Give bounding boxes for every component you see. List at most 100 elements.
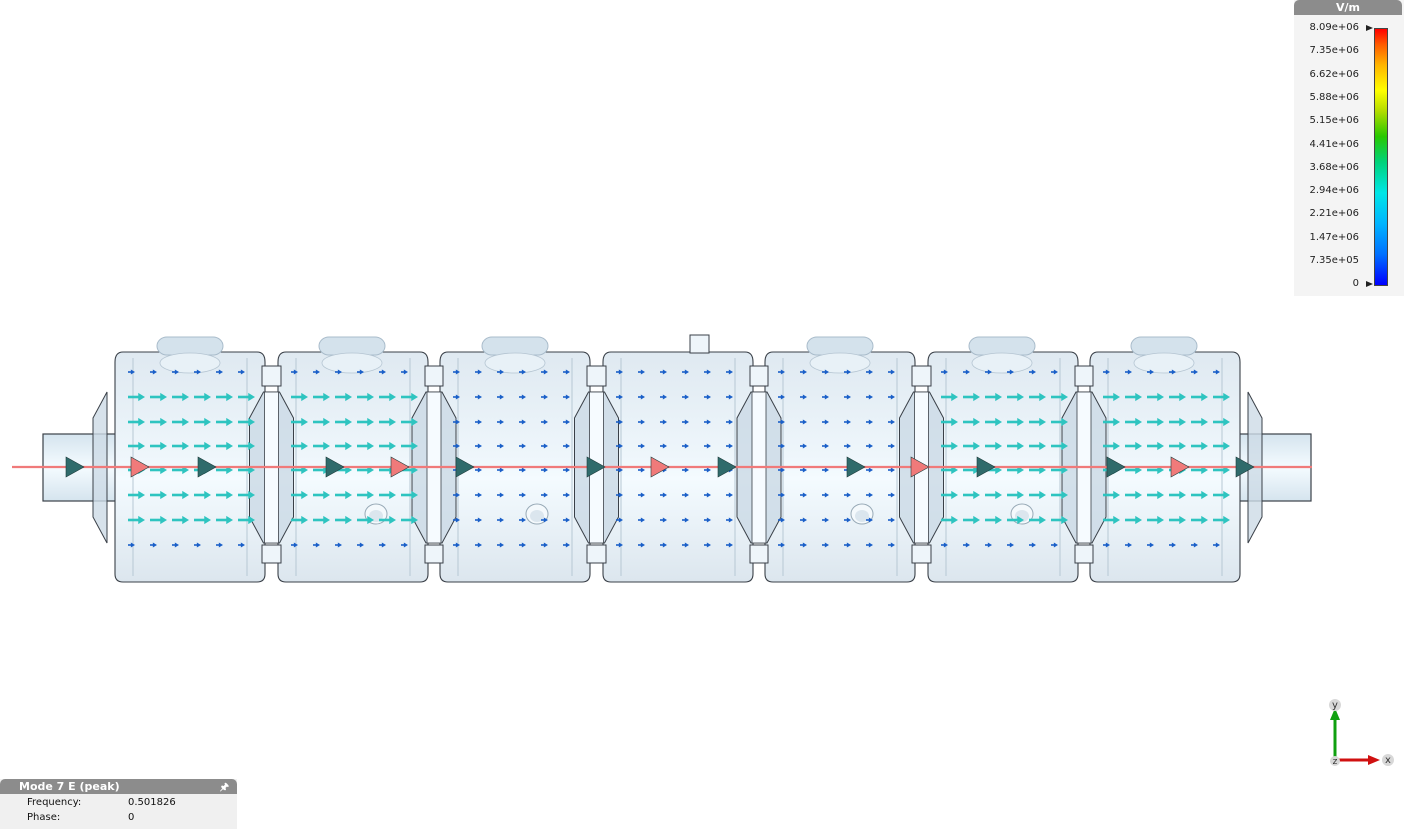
field-arrow-strong: [291, 515, 308, 525]
field-arrow-strong: [313, 490, 330, 500]
tuner-port-shadow: [321, 352, 383, 374]
field-arrow-strong: [1007, 490, 1024, 500]
field-arrow-weak: [497, 517, 504, 523]
field-arrow-weak: [1029, 542, 1036, 548]
field-arrow-weak: [313, 542, 320, 548]
field-arrow-weak: [216, 369, 223, 375]
legend-label: 6.62e+06: [1309, 68, 1359, 80]
field-arrow-strong: [216, 392, 233, 402]
field-arrow-strong: [1213, 490, 1230, 500]
field-arrow-weak: [638, 542, 645, 548]
field-arrow-strong: [335, 392, 352, 402]
field-arrow-weak: [1103, 369, 1110, 375]
field-arrow-weak: [800, 394, 807, 400]
field-arrow-weak: [726, 443, 733, 449]
field-arrow-weak: [800, 492, 807, 498]
field-arrow-weak: [726, 492, 733, 498]
frequency-value: 0.501826: [128, 797, 176, 808]
field-arrow-weak: [1213, 542, 1220, 548]
field-arrow-weak: [778, 369, 785, 375]
field-arrow-strong: [1029, 490, 1046, 500]
iris-neck-bottom: [1074, 544, 1094, 564]
field-arrow-strong: [1103, 417, 1120, 427]
field-arrow-strong: [335, 515, 352, 525]
field-arrow-weak: [778, 394, 785, 400]
field-arrow-weak: [616, 517, 623, 523]
legend-label: 8.09e+06: [1309, 22, 1359, 33]
legend-min-marker[interactable]: [1366, 281, 1373, 288]
field-arrow-weak: [985, 369, 992, 375]
field-arrow-strong: [172, 392, 189, 402]
field-arrow-weak: [519, 492, 526, 498]
field-arrow-weak: [778, 467, 785, 473]
field-arrow-weak: [1007, 369, 1014, 375]
tuner-port: [806, 336, 874, 356]
pin-icon[interactable]: 🖈: [219, 782, 229, 793]
field-arrow-weak: [941, 542, 948, 548]
field-arrow-weak: [541, 369, 548, 375]
field-arrow-weak: [519, 394, 526, 400]
field-arrow-weak: [1191, 369, 1198, 375]
field-arrow-strong: [1007, 392, 1024, 402]
field-arrow-strong: [985, 417, 1002, 427]
field-arrow-strong: [1169, 490, 1186, 500]
field-arrow-weak: [726, 517, 733, 523]
field-arrow-weak: [704, 394, 711, 400]
beam-axis-marker: [976, 456, 996, 478]
legend-label: 5.88e+06: [1309, 91, 1359, 103]
field-arrow-weak: [541, 467, 548, 473]
legend-label: 5.15e+06: [1309, 115, 1359, 127]
field-arrow-strong: [357, 515, 374, 525]
field-arrow-weak: [497, 542, 504, 548]
field-arrow-strong: [357, 392, 374, 402]
field-arrow-weak: [844, 369, 851, 375]
legend-label: 7.35e+05: [1309, 255, 1359, 266]
frequency-label: Frequency:: [27, 797, 82, 808]
field-arrow-weak: [866, 394, 873, 400]
mode-info-panel: Mode 7 E (peak) 🖈 Frequency: 0.501826 Ph…: [0, 779, 237, 829]
tuner-port: [1130, 336, 1198, 356]
tuner-port: [156, 336, 224, 356]
field-arrow-weak: [616, 542, 623, 548]
tuner-port: [481, 336, 549, 356]
field-arrow-weak: [172, 542, 179, 548]
field-arrow-weak: [291, 542, 298, 548]
field-arrow-weak: [800, 467, 807, 473]
field-arrow-weak: [888, 419, 895, 425]
field-arrow-weak: [563, 517, 570, 523]
field-arrow-weak: [541, 492, 548, 498]
field-arrow-weak: [704, 517, 711, 523]
field-arrow-strong: [1213, 441, 1230, 451]
iris-neck-bottom: [586, 544, 607, 564]
field-arrow-strong: [1191, 490, 1208, 500]
field-arrow-weak: [453, 394, 460, 400]
field-arrow-strong: [128, 490, 145, 500]
field-arrow-weak: [194, 542, 201, 548]
tuner-port: [318, 336, 386, 356]
field-arrow-weak: [888, 394, 895, 400]
field-arrow-weak: [616, 492, 623, 498]
field-arrow-weak: [822, 394, 829, 400]
legend-label: 0: [1352, 278, 1359, 290]
iris-neck-top: [911, 365, 932, 387]
field-arrow-weak: [638, 517, 645, 523]
field-arrow-strong: [172, 417, 189, 427]
beam-axis-marker: [390, 456, 410, 478]
field-arrow-weak: [682, 492, 689, 498]
field-arrow-weak: [888, 443, 895, 449]
field-arrow-strong: [150, 417, 167, 427]
legend-max-marker[interactable]: [1366, 25, 1373, 31]
field-arrow-weak: [866, 443, 873, 449]
field-arrow-strong: [238, 515, 255, 525]
iris-neck-top: [586, 365, 607, 387]
iris-neck-bottom: [749, 544, 769, 564]
field-arrow-weak: [616, 419, 623, 425]
field-arrow-strong: [941, 417, 958, 427]
field-arrow-weak: [194, 369, 201, 375]
mode-info-title[interactable]: Mode 7 E (peak) 🖈: [0, 779, 237, 794]
field-arrow-strong: [985, 490, 1002, 500]
field-arrow-strong: [379, 417, 396, 427]
field-arrow-strong: [379, 515, 396, 525]
